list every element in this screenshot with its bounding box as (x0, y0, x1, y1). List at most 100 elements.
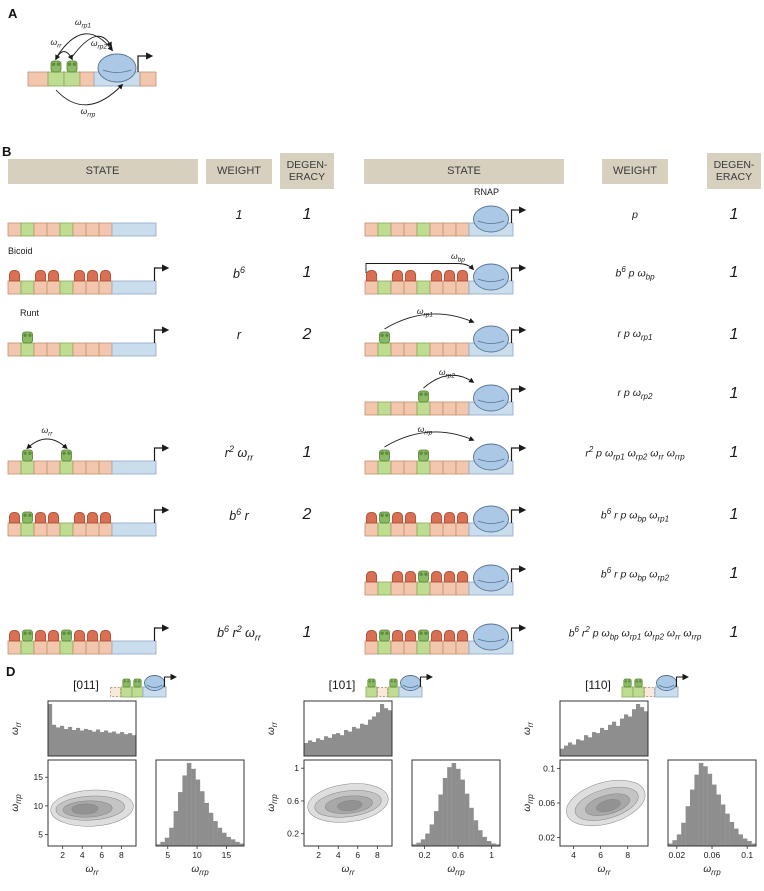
bicoid-molecule (99, 630, 112, 642)
runt-site (20, 342, 35, 357)
bicoid-site (364, 222, 379, 237)
state-cell: Bicoid (0, 244, 200, 302)
bicoid-site (429, 522, 444, 537)
bicoid-molecule (443, 270, 456, 282)
bicoid-site (33, 640, 48, 655)
runt-site (59, 222, 74, 237)
bicoid-site (429, 222, 444, 237)
rnap-molecule (143, 675, 165, 691)
x-tick-label: 2 (60, 850, 65, 860)
bicoid-site (72, 280, 87, 295)
bicoid-site (403, 342, 418, 357)
x-tick-label: 0.06 (704, 850, 721, 860)
state-cell: ωbp (354, 244, 566, 302)
state-diagram (364, 505, 527, 537)
interaction-arc-rr (55, 51, 73, 61)
state-table-row: ωrr r2 ωrr 1 ωrrp r2 p ωrp1 ωrp2 ωrr ωrrp 1 (0, 422, 764, 484)
runt-molecule (379, 449, 390, 462)
runt-molecule (379, 511, 390, 524)
y-tick-label: 1 (294, 763, 299, 773)
state-diagram (364, 564, 527, 596)
y-tick-label: 10 (34, 801, 44, 811)
degeneracy-value: 1 (729, 624, 739, 641)
panel-d-posteriors: [011] 2 4 6 8 5 10 15 5 10 15 ωrr ωrrp ωrr ωrrp [101] 2 4… (0, 672, 764, 888)
bicoid-molecule (430, 270, 443, 282)
runt-molecule (133, 678, 142, 688)
transcription-arrow-icon (510, 565, 527, 582)
runt-molecule (634, 678, 643, 688)
y-tick-label: 0.6 (287, 796, 299, 806)
panel-b-label: B (2, 144, 12, 159)
posterior-title: [101] (328, 678, 356, 692)
bicoid-molecule (8, 630, 21, 642)
state-cell (0, 604, 200, 662)
x-tick-label: 5 (165, 850, 170, 860)
x-tick-label: 2 (316, 850, 321, 860)
y-tick-label: 0.02 (538, 832, 555, 842)
transcription-arrow-icon (153, 264, 170, 281)
bicoid-site (46, 640, 61, 655)
x-tick-label: 1 (489, 850, 494, 860)
interaction-arc-bp (365, 263, 475, 273)
bicoid-site (455, 460, 470, 475)
rnap-molecule (473, 564, 509, 592)
transcription-arrow-icon (510, 385, 527, 402)
runt-site (416, 460, 431, 475)
weight-value: r p ωrp2 (617, 386, 653, 402)
runt-site (63, 71, 81, 87)
degeneracy-value: 2 (302, 326, 312, 343)
bicoid-molecule (456, 270, 469, 282)
posterior-title: [110] (585, 678, 611, 692)
bicoid-molecule (391, 630, 404, 642)
degeneracy-header-left: DEGEN-ERACY (280, 153, 334, 189)
state-cell: ωrrp (354, 424, 566, 482)
bicoid-site (33, 222, 48, 237)
runt-molecule (22, 449, 33, 462)
weight-header-right: WEIGHT (602, 158, 668, 184)
molecule-label: Bicoid (8, 246, 33, 256)
promoter-site (111, 460, 157, 475)
state-table-row: ωrp2 r p ωrp2 1 (0, 366, 764, 422)
bicoid-site (429, 460, 444, 475)
degeneracy-header-right: DEGEN-ERACY (707, 153, 761, 189)
state-cell (354, 486, 566, 544)
state-cell (0, 186, 200, 244)
interaction-arc-rrp (384, 431, 475, 448)
transcription-arrow-icon (137, 52, 154, 72)
runt-site (20, 460, 35, 475)
runt-molecule (389, 678, 398, 688)
bicoid-site (364, 460, 379, 475)
bicoid-molecule (456, 630, 469, 642)
promoter-site (111, 522, 157, 537)
degeneracy-value: 1 (729, 444, 739, 461)
enhancer-mini-diagram (365, 673, 434, 698)
y-tick-label: 15 (34, 772, 44, 782)
bicoid-molecule (404, 630, 417, 642)
rnap-molecule (473, 505, 509, 533)
runt-site (632, 686, 645, 698)
state-diagram: ωrp2 (364, 367, 527, 416)
interaction-arc-label: ωrp1 (417, 306, 433, 318)
runt-site (59, 280, 74, 295)
bicoid-site (442, 401, 457, 416)
bicoid-molecule (73, 270, 86, 282)
degeneracy-value: 1 (729, 264, 739, 281)
bicoid-site (455, 401, 470, 416)
posterior-header: [110] (518, 672, 762, 698)
weight-value: r2 p ωrp1 ωrp2 ωrr ωrrp (585, 444, 685, 462)
rnap-molecule (473, 384, 509, 412)
runt-molecule (122, 678, 131, 688)
bicoid-site (98, 460, 113, 475)
runt-site (377, 342, 392, 357)
panel-a-interaction-diagram: ωrp1 ωrr ωrp2 ωrrp (20, 12, 220, 145)
state-header-right: STATE (364, 158, 564, 184)
bicoid-molecule (86, 630, 99, 642)
bicoid-site (27, 71, 49, 87)
x-tick-label: 0.1 (741, 850, 753, 860)
interaction-arc-rp2 (423, 374, 475, 389)
state-cell (354, 604, 566, 662)
runt-site (416, 581, 431, 596)
state-table-body: 1 1 RNAP p 1 Bicoid b6 1 ωbp b6 p ωbp 1 Runt r 2 ωrp1 r… (0, 186, 764, 664)
promoter-site (111, 280, 157, 295)
bicoid-site (98, 280, 113, 295)
